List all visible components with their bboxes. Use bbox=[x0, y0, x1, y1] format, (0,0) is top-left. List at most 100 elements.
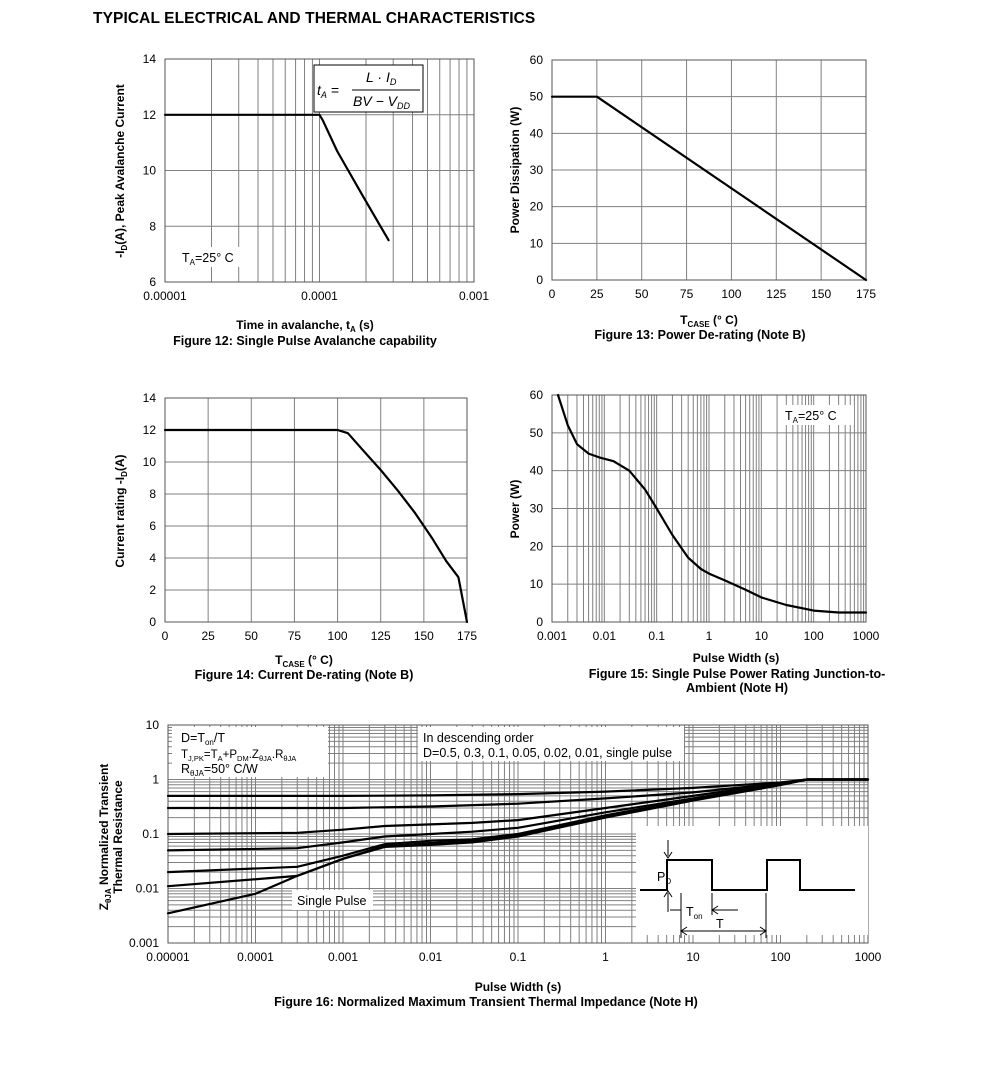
y-tick-label: 50 bbox=[530, 90, 544, 104]
y-tick-label: 30 bbox=[530, 502, 544, 516]
figure-15-chart: 0.001 0.01 0.1 1 10 100 1000 0 10 20 30 40 50 60 TA=… bbox=[508, 388, 885, 695]
series-line bbox=[163, 113, 390, 242]
figure-14-caption: Figure 14: Current De-rating (Note B) bbox=[195, 668, 414, 682]
y-tick-label: 0 bbox=[536, 273, 543, 287]
figure-16-pulse-inset: PD Ton T bbox=[636, 826, 868, 938]
figure-16-legend-line2: TJ,PK=TA+PDM.ZθJA.RθJA bbox=[181, 749, 296, 763]
y-tick-label: 0.01 bbox=[136, 882, 160, 896]
x-tick-label: 10 bbox=[686, 950, 700, 964]
page-title: TYPICAL ELECTRICAL AND THERMAL CHARACTER… bbox=[93, 10, 536, 27]
y-tick-label: 60 bbox=[530, 53, 544, 67]
figure-16-inset-ton-arrowhead bbox=[711, 905, 719, 915]
figure-12-y-ticks: 6 8 10 12 14 bbox=[143, 52, 157, 289]
figure-16-order-note-line1: In descending order bbox=[423, 731, 534, 745]
figure-16-caption: Figure 16: Normalized Maximum Transient … bbox=[274, 995, 698, 1009]
figure-14-series bbox=[163, 428, 469, 624]
figure-13-y-ticks: 0 10 20 30 40 50 60 bbox=[530, 53, 544, 287]
figure-16-legend-line1: D=Ton/T bbox=[181, 731, 225, 747]
figure-16-inset-pd-label: PD bbox=[657, 870, 671, 886]
x-tick-label: 100 bbox=[328, 629, 348, 643]
figure-16-y-axis-label-line1: ZθJA Normalized Transient bbox=[97, 764, 113, 911]
figure-15-x-ticks: 0.001 0.01 0.1 1 10 100 1000 bbox=[537, 629, 880, 643]
y-tick-label: 10 bbox=[143, 164, 157, 178]
figure-16-inset-t-arrowhead-right bbox=[759, 926, 767, 936]
figure-15-ta-annotation: TA=25° C bbox=[785, 409, 837, 425]
y-tick-label: 8 bbox=[149, 219, 156, 233]
plot-frame bbox=[164, 58, 475, 283]
figure-12-x-ticks: 0.00001 0.0001 0.001 bbox=[143, 289, 489, 303]
figure-16-inset-pd-arrowhead-top bbox=[663, 851, 673, 859]
x-tick-label: 0 bbox=[549, 287, 556, 301]
x-tick-label: 0.01 bbox=[593, 629, 617, 643]
figure-14-x-ticks: 0 25 50 75 100 125 150 175 bbox=[162, 629, 478, 643]
figure-15-caption-line1: Figure 15: Single Pulse Power Rating Jun… bbox=[589, 667, 886, 681]
figure-16-inset-t-arrowhead-left bbox=[680, 926, 688, 936]
figure-16-chart: 0.00001 0.0001 0.001 0.01 0.1 1 10 100 1000 0.00… bbox=[97, 718, 882, 1009]
plot-frame bbox=[551, 59, 867, 281]
y-tick-label: 10 bbox=[530, 236, 544, 250]
x-tick-label: 0.0001 bbox=[237, 950, 274, 964]
y-tick-label: 14 bbox=[143, 391, 157, 405]
plot-frame bbox=[164, 397, 468, 623]
x-tick-label: 0.1 bbox=[648, 629, 665, 643]
y-tick-label: 0 bbox=[149, 615, 156, 629]
series-line bbox=[556, 393, 868, 614]
x-tick-label: 50 bbox=[635, 287, 649, 301]
plot-frame bbox=[551, 394, 867, 623]
x-tick-label: 175 bbox=[856, 287, 876, 301]
figure-16-single-pulse-label-bg bbox=[292, 890, 373, 910]
x-tick-label: 175 bbox=[457, 629, 477, 643]
figure-13-x-ticks: 0 25 50 75 100 125 150 175 bbox=[549, 287, 877, 301]
figure-16-single-pulse-label: Single Pulse bbox=[297, 894, 367, 908]
x-tick-label: 10 bbox=[755, 629, 769, 643]
y-tick-label: 40 bbox=[530, 464, 544, 478]
x-tick-label: 100 bbox=[804, 629, 824, 643]
x-tick-label: 0.1 bbox=[510, 950, 527, 964]
x-tick-label: 50 bbox=[245, 629, 259, 643]
figure-16-y-ticks: 0.001 0.01 0.1 1 10 bbox=[129, 718, 159, 950]
figure-15-x-axis-label: Pulse Width (s) bbox=[693, 651, 780, 665]
y-tick-label: 20 bbox=[530, 200, 544, 214]
figure-13-x-axis-label: TCASE (° C) bbox=[680, 313, 738, 329]
figure-16-order-note-line2: D=0.5, 0.3, 0.1, 0.05, 0.02, 0.01, singl… bbox=[423, 746, 672, 760]
figure-15-series bbox=[556, 393, 868, 614]
y-tick-label: 0 bbox=[536, 615, 543, 629]
figure-16-order-note-bg bbox=[418, 727, 684, 761]
y-tick-label: 12 bbox=[143, 423, 157, 437]
figure-16-y-axis-label-line2: Thermal Resistance bbox=[111, 780, 125, 894]
x-tick-label: 150 bbox=[414, 629, 434, 643]
figure-13-caption: Figure 13: Power De-rating (Note B) bbox=[594, 328, 805, 342]
y-tick-label: 0.1 bbox=[142, 827, 159, 841]
y-tick-label: 6 bbox=[149, 519, 156, 533]
y-tick-label: 1 bbox=[152, 773, 159, 787]
figure-12-x-axis-label: Time in avalanche, tA (s) bbox=[236, 318, 374, 334]
series-line bbox=[550, 95, 868, 282]
figure-16-x-axis-label: Pulse Width (s) bbox=[475, 980, 562, 994]
figure-16-inset-bg bbox=[636, 826, 868, 935]
x-tick-label: 0.00001 bbox=[143, 289, 187, 303]
figure-16-inset-pd-arrowhead-bottom bbox=[663, 890, 673, 898]
figure-12-ta-annotation: TA=25° C bbox=[182, 251, 234, 267]
x-tick-label: 100 bbox=[770, 950, 790, 964]
figure-14-x-axis-label: TCASE (° C) bbox=[275, 653, 333, 669]
figure-13-grid bbox=[551, 59, 867, 281]
y-tick-label: 4 bbox=[149, 551, 156, 565]
figure-16-x-ticks: 0.00001 0.0001 0.001 0.01 0.1 1 10 100 1000 bbox=[146, 950, 881, 964]
figure-16-series bbox=[166, 778, 870, 915]
figure-15-grid bbox=[551, 394, 867, 623]
y-tick-label: 40 bbox=[530, 126, 544, 140]
figure-12-formula-box bbox=[313, 64, 424, 113]
figure-15-caption-line2: Ambient (Note H) bbox=[686, 681, 788, 695]
x-tick-label: 0.001 bbox=[328, 950, 358, 964]
x-tick-label: 100 bbox=[721, 287, 741, 301]
figure-16-legend-box bbox=[172, 727, 328, 777]
figure-12-caption: Figure 12: Single Pulse Avalanche capabi… bbox=[173, 334, 437, 348]
series-line bbox=[163, 428, 469, 624]
figure-12-annotation-bg bbox=[176, 247, 250, 267]
x-tick-label: 75 bbox=[288, 629, 302, 643]
y-tick-label: 0.001 bbox=[129, 936, 159, 950]
figure-16-inset-ton-label: Ton bbox=[686, 905, 703, 921]
